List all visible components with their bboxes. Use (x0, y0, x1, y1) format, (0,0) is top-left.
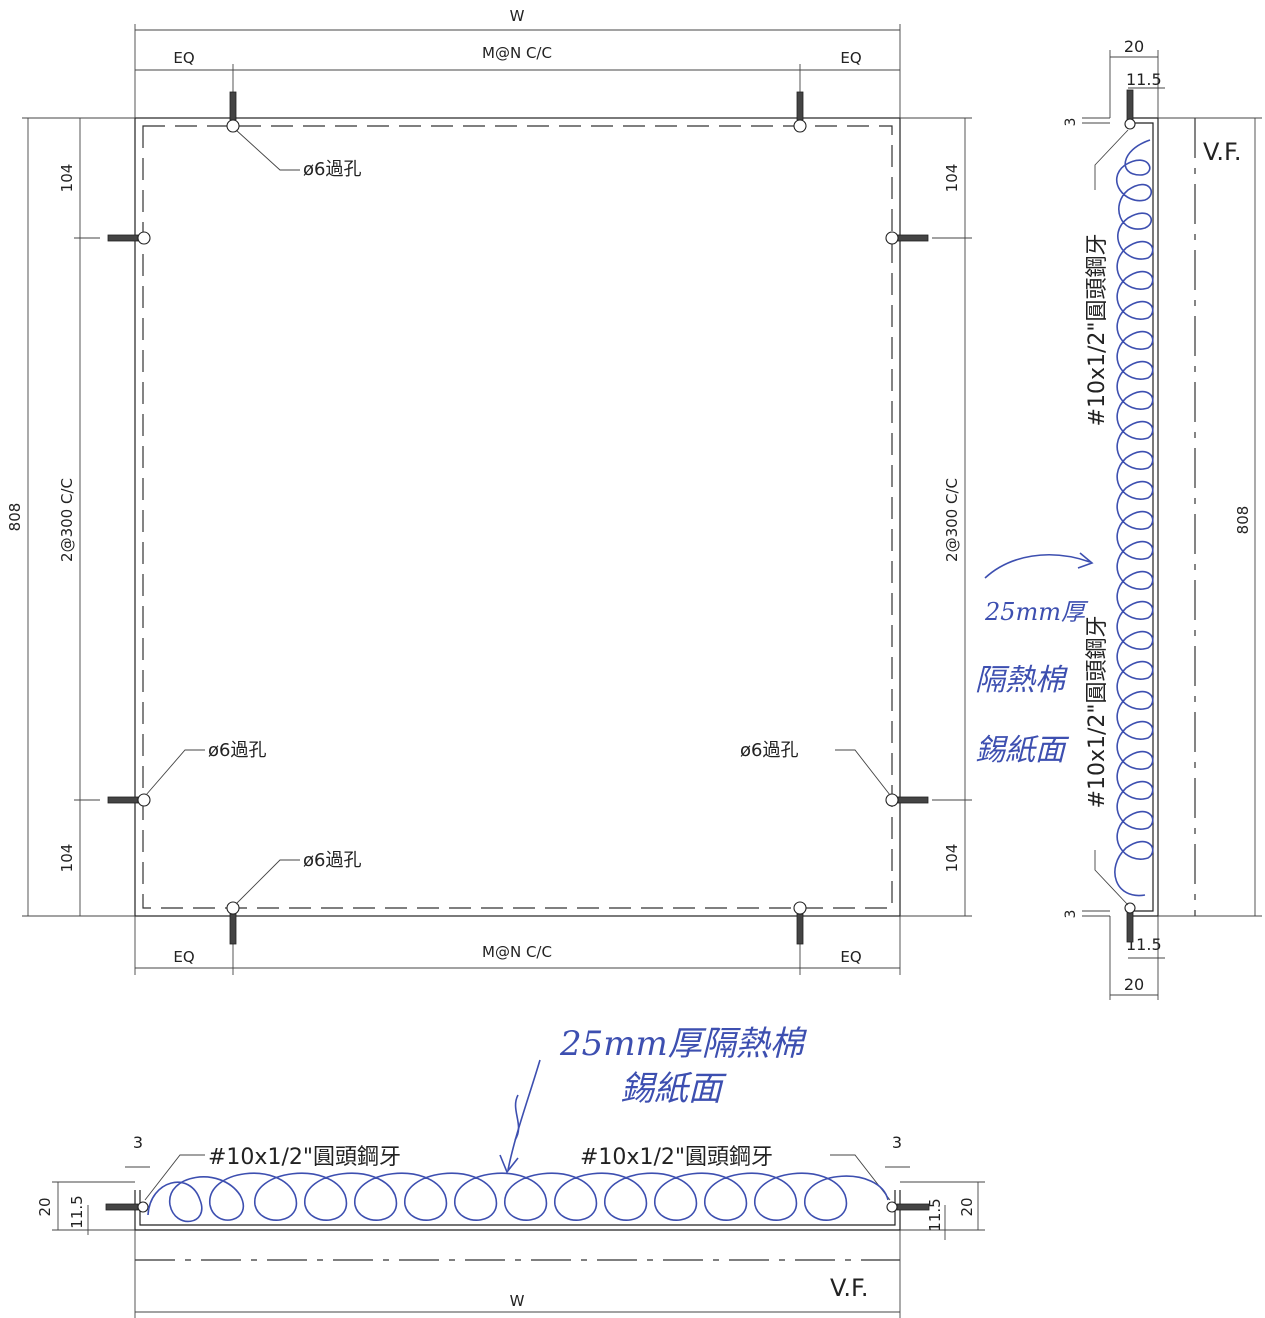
bottom-width-label: W (510, 1292, 525, 1310)
side-offset-top: 11.5 (1126, 70, 1162, 89)
eq-label-top-left: EQ (173, 49, 194, 67)
edge-offset-left-bottom: 104 (58, 844, 76, 873)
side-note-arrow (984, 554, 1091, 579)
hole-label-left: ø6過孔 (208, 740, 266, 761)
side-screw-bottom (1124, 902, 1136, 943)
eq-label-bottom-left: EQ (173, 948, 194, 966)
side-view: 808 V.F. 20 11.5 3 20 11.5 3 (975, 37, 1262, 1000)
side-note-line1: 25mm厚 (984, 598, 1089, 626)
side-screw-label-top: #10x1/2"圓頭鋼牙 (1085, 234, 1110, 427)
screw-right-upper (885, 231, 929, 245)
edge-offset-left-top: 104 (58, 164, 76, 193)
side-channel-inner (1130, 122, 1154, 912)
bottom-insulation-scribble (147, 1172, 889, 1223)
bottom-height-right: 20 (958, 1197, 976, 1216)
bottom-screw-right (886, 1201, 930, 1213)
front-view: W EQ M@N C/C EQ EQ M@N C/C EQ 808 104 2@… (6, 7, 972, 975)
panel-outline (134, 117, 901, 917)
side-spacing-right: 2@300 C/C (943, 478, 961, 562)
side-gap-bottom: 3 (1063, 910, 1079, 919)
screw-top-left (226, 91, 240, 133)
bottom-note-arrow (507, 1059, 541, 1171)
height-label-left: 808 (6, 503, 24, 532)
bottom-height-left: 20 (36, 1197, 54, 1216)
bottom-screw-label-right: #10x1/2"圓頭鋼牙 (580, 1145, 773, 1170)
panel-inner-dashed (142, 125, 893, 909)
bottom-note-line2: 錫紙面 (620, 1069, 727, 1109)
screw-top-right (793, 91, 807, 133)
side-height-label: 808 (1234, 506, 1252, 535)
bottom-gap-right: 3 (892, 1133, 902, 1152)
side-gap-top: 3 (1063, 118, 1079, 127)
bottom-channel-outer (134, 1190, 901, 1231)
side-finish-label: V.F. (1203, 138, 1242, 166)
side-offset-bottom: 11.5 (1126, 935, 1162, 954)
screw-bottom-left (226, 901, 240, 945)
screw-left-lower (107, 793, 151, 807)
side-note-arrowhead (1077, 552, 1094, 569)
bottom-view: W V.F. 3 3 20 11.5 20 11.5 #10x1/2" (36, 1024, 985, 1318)
side-note-line3: 錫紙面 (975, 733, 1070, 768)
screw-bottom-right (793, 901, 807, 945)
spacing-label-top: M@N C/C (482, 44, 552, 62)
eq-label-top-right: EQ (840, 49, 861, 67)
side-width-bottom: 20 (1124, 975, 1144, 994)
screw-right-lower (885, 793, 929, 807)
side-screw-top (1124, 89, 1136, 130)
bottom-note-line1: 25mm厚隔熱棉 (559, 1024, 808, 1064)
bottom-offset-left: 11.5 (68, 1195, 86, 1228)
hole-label-right: ø6過孔 (740, 740, 798, 761)
bottom-note-arrowhead (499, 1154, 519, 1174)
screw-left-upper (107, 231, 151, 245)
hole-label-top: ø6過孔 (303, 159, 361, 180)
spacing-label-bottom: M@N C/C (482, 943, 552, 961)
side-width-top: 20 (1124, 37, 1144, 56)
edge-offset-right-bottom: 104 (943, 844, 961, 873)
side-note-line2: 隔熱棉 (975, 663, 1068, 698)
edge-offset-right-top: 104 (943, 164, 961, 193)
side-screw-label-bottom: #10x1/2"圓頭鋼牙 (1085, 616, 1110, 809)
bottom-finish-label: V.F. (830, 1274, 869, 1302)
width-label-top: W (510, 7, 525, 25)
bottom-gap-left: 3 (133, 1133, 143, 1152)
bottom-screw-label-left: #10x1/2"圓頭鋼牙 (208, 1145, 401, 1170)
bottom-screw-left (105, 1201, 149, 1213)
bottom-offset-right: 11.5 (926, 1198, 944, 1231)
eq-label-bottom-right: EQ (840, 948, 861, 966)
hole-label-bottom: ø6過孔 (303, 850, 361, 871)
side-channel-outer (1130, 117, 1159, 917)
side-insulation-scribble (1114, 139, 1154, 897)
side-spacing-left: 2@300 C/C (58, 478, 76, 562)
